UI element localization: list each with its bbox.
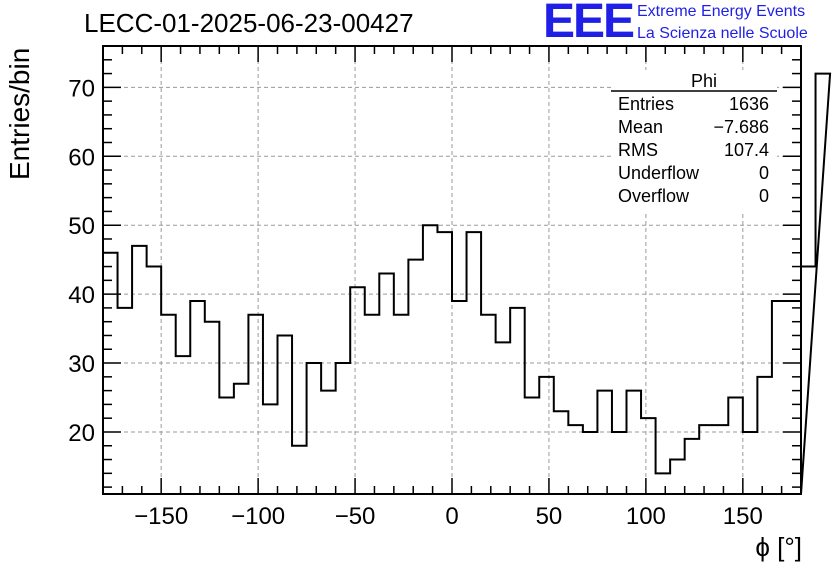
histogram-outline: [102, 72, 832, 495]
stats-row-value: 0: [759, 186, 769, 206]
histogram-bin: [161, 315, 176, 494]
stats-row-value: 1636: [729, 94, 769, 114]
eee-logo-mark: EEE: [543, 0, 635, 48]
stats-name: Phi: [691, 71, 717, 91]
histogram-bin: [103, 253, 118, 494]
y-tick-label: 50: [68, 213, 95, 240]
histogram-bin: [379, 273, 394, 494]
histogram-bin: [583, 432, 598, 494]
x-tick-label: −150: [134, 503, 188, 530]
stats-box-bg: [611, 70, 777, 212]
histogram-bin: [336, 363, 351, 494]
histogram-bin: [786, 301, 801, 494]
histogram-bin: [816, 74, 831, 494]
x-axis-label: ϕ [°]: [755, 532, 802, 562]
logo-line-2: La Scienza nelle Scuole: [637, 25, 808, 42]
histogram-bin: [670, 460, 685, 494]
histogram-bin: [219, 398, 234, 494]
x-tick-label: −50: [335, 503, 376, 530]
histogram-bin: [510, 308, 525, 494]
stats-row-label: Underflow: [618, 163, 700, 183]
y-tick-label: 20: [68, 420, 95, 447]
histogram-bin: [321, 391, 336, 494]
histogram-bin: [641, 418, 656, 494]
histogram-bin: [190, 301, 205, 494]
histogram-bin: [612, 432, 627, 494]
histogram-bin: [132, 246, 147, 494]
histogram-bin: [597, 391, 612, 494]
histogram-bin: [292, 446, 307, 494]
histogram-bin: [147, 267, 162, 494]
histogram-bin: [699, 425, 714, 494]
histogram-bin: [118, 308, 133, 494]
stats-row-label: RMS: [618, 140, 658, 160]
histogram-bin: [234, 384, 249, 494]
histogram-bin: [437, 232, 452, 494]
x-tick-label: 150: [723, 503, 763, 530]
histogram-bin: [263, 404, 278, 494]
histogram-bin: [307, 363, 322, 494]
histogram-bin: [467, 232, 482, 494]
histogram-bin: [627, 391, 642, 494]
histogram-bin: [539, 377, 554, 494]
histogram-bin: [365, 315, 380, 494]
histogram-bin: [350, 287, 365, 494]
histogram-bin: [714, 425, 729, 494]
histogram-bin: [554, 411, 569, 494]
x-tick-label: 0: [445, 503, 458, 530]
histogram-bin: [205, 322, 220, 494]
stats-row-value: 107.4: [724, 140, 769, 160]
histogram-bin: [757, 377, 772, 494]
histogram-bin: [525, 398, 540, 494]
y-tick-label: 60: [68, 144, 95, 171]
histogram-bin: [248, 315, 263, 494]
histogram-bin: [452, 301, 467, 494]
histogram-bin: [772, 301, 787, 494]
stats-row-label: Mean: [618, 117, 663, 137]
histogram-bin: [408, 260, 423, 494]
y-tick-label: 70: [68, 75, 95, 102]
histogram-bin: [685, 439, 700, 494]
histogram-bin: [394, 315, 409, 494]
stats-row-label: Entries: [618, 94, 674, 114]
histogram-bin: [481, 315, 496, 494]
histogram-bin: [176, 356, 191, 494]
histogram-bin: [728, 398, 743, 494]
x-tick-label: 100: [626, 503, 666, 530]
histogram-bin: [568, 425, 583, 494]
histogram-bin: [656, 473, 671, 494]
histogram-bin: [496, 342, 511, 494]
histogram-bin: [743, 432, 758, 494]
histogram-bin: [423, 225, 438, 494]
y-tick-label: 30: [68, 351, 95, 378]
x-tick-label: 50: [536, 503, 563, 530]
stats-row-label: Overflow: [618, 186, 690, 206]
stats-row-value: 0: [759, 163, 769, 183]
stats-row-value: −7.686: [713, 117, 769, 137]
x-tick-label: −100: [231, 503, 285, 530]
logo-line-1: Extreme Energy Events: [637, 3, 806, 20]
y-tick-label: 40: [68, 282, 95, 309]
histogram-bin: [278, 335, 293, 494]
chart-title: LECC-01-2025-06-23-00427: [84, 8, 414, 38]
